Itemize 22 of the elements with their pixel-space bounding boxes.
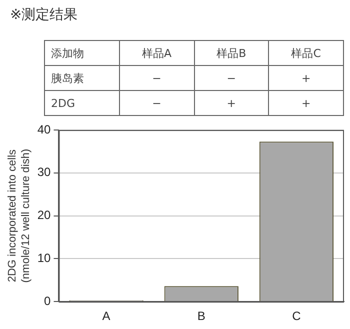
text: − <box>120 90 194 116</box>
text: 样品A <box>120 40 194 66</box>
y-tick-label: 30 <box>37 165 52 180</box>
text: − <box>194 66 269 90</box>
text: 样品B <box>194 40 269 66</box>
text: 胰岛素 <box>44 66 120 90</box>
text: 添加物 <box>44 40 120 66</box>
x-tick-label: C <box>292 309 302 324</box>
x-tick-label: B <box>197 309 206 324</box>
text: + <box>194 90 269 116</box>
text: − <box>120 66 194 90</box>
text: 样品C <box>268 40 344 66</box>
x-tick-label: A <box>102 309 110 324</box>
y-tick-label: 0 <box>44 294 52 308</box>
y-tick-label: 40 <box>37 122 52 136</box>
y-axis-title: 2DG incorporated into cells (nmole/12 well culture dish) <box>6 148 32 283</box>
text: 2DG <box>44 90 120 116</box>
y-tick-label: 10 <box>37 251 52 266</box>
y-tick-label: 20 <box>37 208 52 222</box>
text: + <box>268 90 344 116</box>
text: + <box>268 66 344 90</box>
chart-title: ※测定结果 <box>10 6 78 24</box>
